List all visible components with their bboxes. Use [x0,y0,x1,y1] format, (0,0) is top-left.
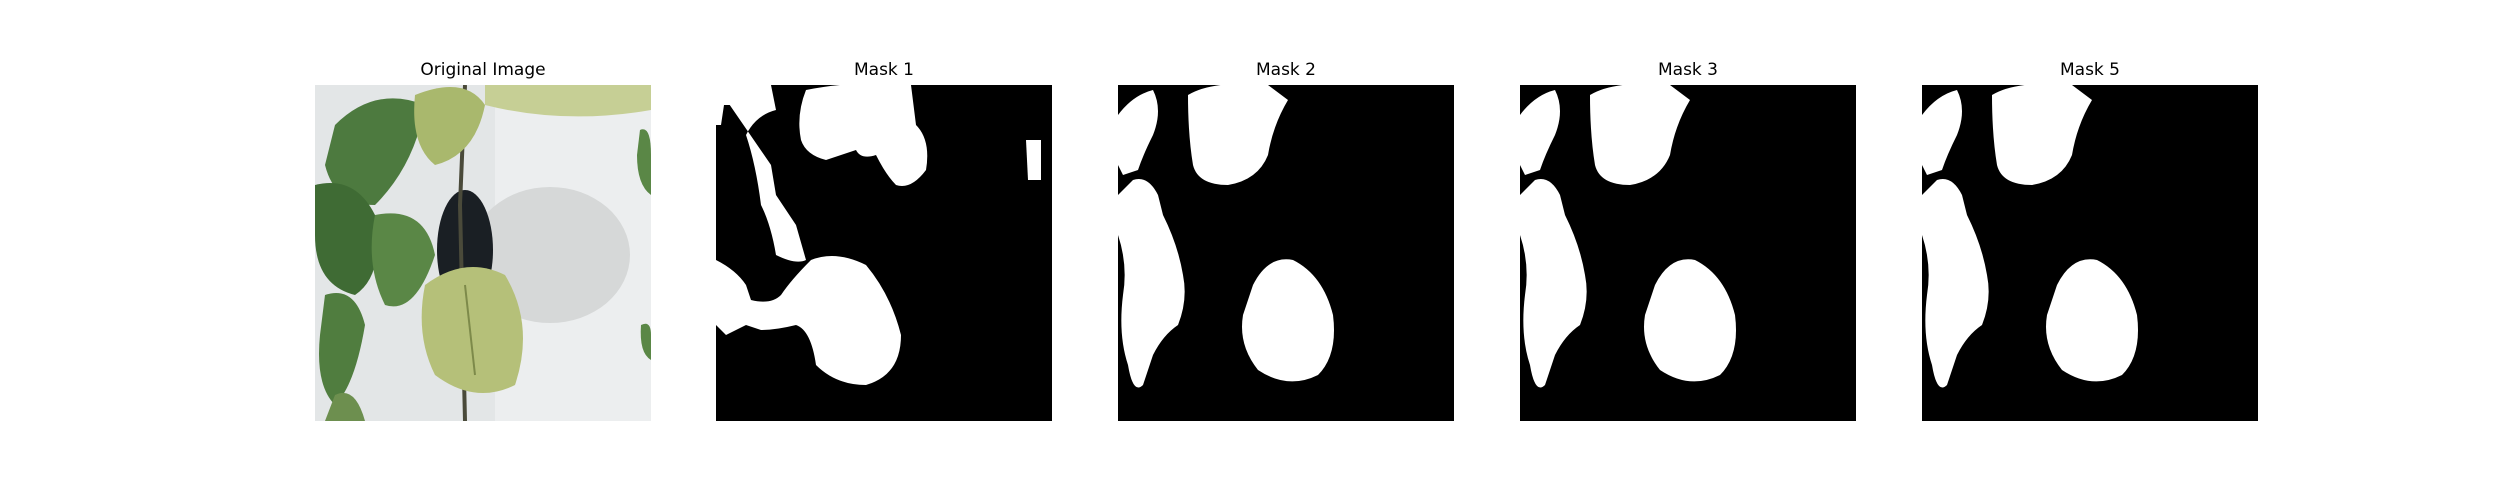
panel-title: Original Image [420,60,546,80]
mask-1-shape [716,85,1052,421]
mask-image [1520,85,1856,421]
plant-photo [315,85,651,421]
panel-title: Mask 5 [2059,60,2120,80]
panel-mask-5: Mask 5 [1922,0,2258,500]
panel-original-image: Original Image [315,0,651,500]
panel-mask-3: Mask 3 [1520,0,1856,500]
mask-5-shape [1922,85,2258,421]
panel-title: Mask 2 [1255,60,1316,80]
mask-3-shape [1520,85,1856,421]
panel-mask-2: Mask 2 [1118,0,1454,500]
mask-2-shape [1118,85,1454,421]
panel-title: Mask 3 [1657,60,1718,80]
mask-image [1922,85,2258,421]
panel-title: Mask 1 [853,60,914,80]
mask-image [716,85,1052,421]
mask-image [1118,85,1454,421]
panel-mask-1: Mask 1 [716,0,1052,500]
original-image [315,85,651,421]
